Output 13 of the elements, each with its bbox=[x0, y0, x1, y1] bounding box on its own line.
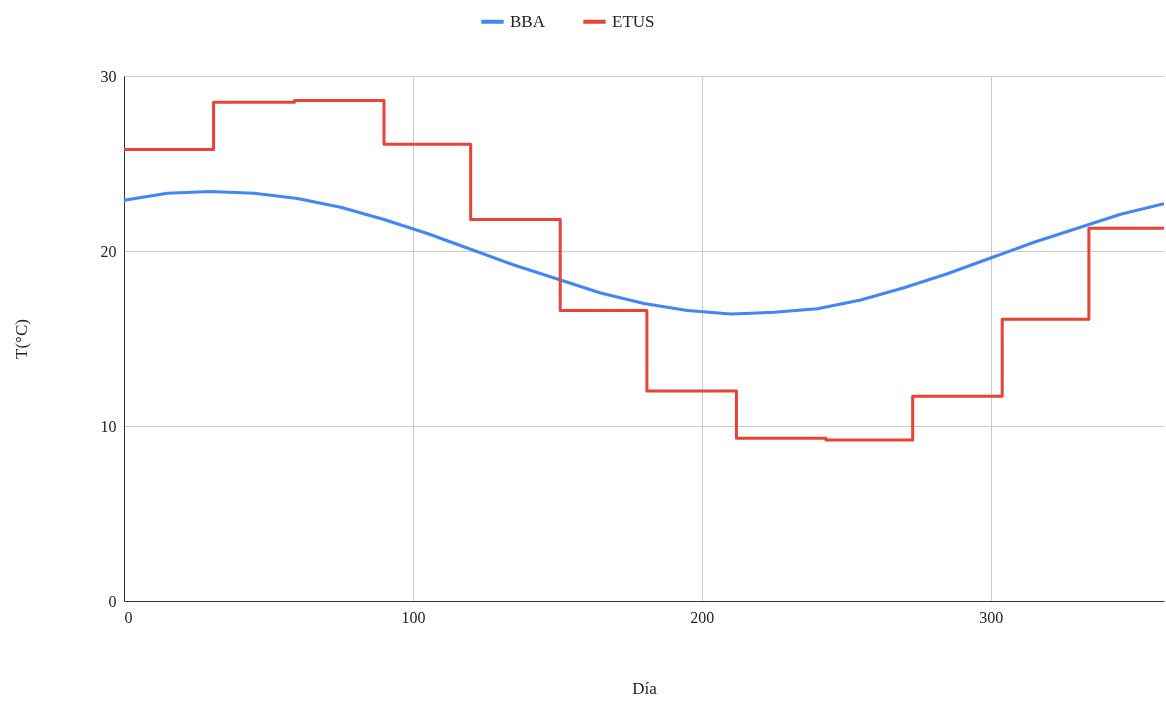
line-series bbox=[124, 190, 1164, 316]
y-tick-label: 30 bbox=[100, 67, 117, 85]
x-tick-label: 0 bbox=[124, 608, 133, 626]
x-axis-title: Día bbox=[632, 678, 658, 698]
y-tick-label: 10 bbox=[100, 417, 117, 435]
x-tick-label: 100 bbox=[401, 608, 426, 626]
x-tick-label: 300 bbox=[979, 608, 1004, 626]
y-axis-title: T(°C) bbox=[11, 319, 31, 359]
legend-label: ETUS bbox=[612, 11, 655, 31]
legend-label: BBA bbox=[510, 11, 546, 31]
y-tick-label: 20 bbox=[100, 242, 117, 260]
x-tick-label: 200 bbox=[690, 608, 715, 626]
y-tick-label: 0 bbox=[108, 592, 117, 610]
